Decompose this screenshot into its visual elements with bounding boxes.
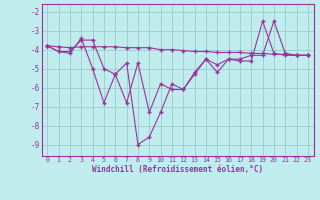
X-axis label: Windchill (Refroidissement éolien,°C): Windchill (Refroidissement éolien,°C) <box>92 165 263 174</box>
